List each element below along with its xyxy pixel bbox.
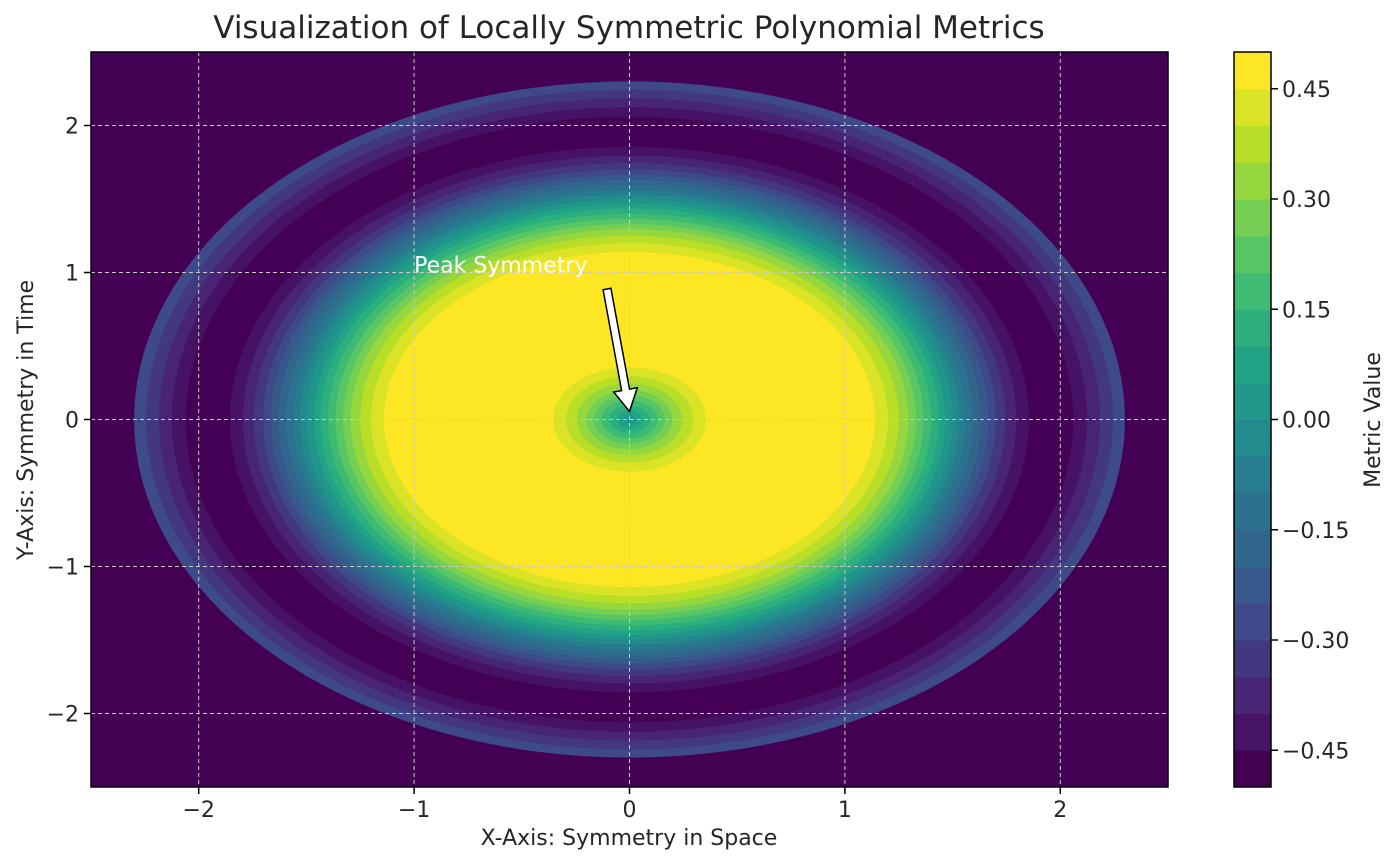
colorbar-swatch — [1234, 125, 1271, 163]
colorbar-swatch — [1234, 235, 1271, 273]
colorbar-swatch — [1234, 309, 1271, 347]
y-tick-label: 1 — [65, 262, 79, 287]
x-tick-label: −2 — [182, 798, 214, 823]
colorbar-tick-label: 0.00 — [1282, 409, 1331, 434]
colorbar-swatch — [1234, 88, 1271, 126]
annotation-arrow — [602, 287, 639, 414]
colorbar-swatch — [1234, 52, 1271, 90]
colorbar-swatch — [1234, 566, 1271, 604]
colorbar-tick-label: 0.30 — [1282, 188, 1331, 213]
colorbar-swatch — [1234, 162, 1271, 200]
grid-lines — [91, 52, 1168, 787]
x-tick-label: 0 — [623, 798, 637, 823]
colorbar-tick-label: −0.45 — [1282, 739, 1349, 764]
colorbar-swatch — [1234, 346, 1271, 384]
colorbar-swatch — [1234, 640, 1271, 678]
colorbar: 0.45 0.30 0.15 0.00 −0.15 −0.30 −0.45 — [1233, 51, 1349, 788]
colorbar-label: Metric Value — [1361, 352, 1386, 488]
colorbar-swatch — [1234, 493, 1271, 531]
colorbar-tick-label: −0.15 — [1282, 519, 1349, 544]
colorbar-swatch — [1234, 750, 1271, 788]
colorbar-swatch — [1234, 529, 1271, 567]
y-tick-label: −2 — [47, 703, 79, 728]
colorbar-swatch — [1234, 456, 1271, 494]
colorbar-tick-label: 0.15 — [1282, 298, 1331, 323]
colorbar-tick-label: −0.30 — [1282, 629, 1349, 654]
y-axis: −2 −1 0 1 2 — [47, 115, 91, 728]
annotation: Peak Symmetry — [414, 254, 639, 414]
y-axis-label: Y-Axis: Symmetry in Time — [14, 280, 39, 561]
x-tick-label: 2 — [1053, 798, 1067, 823]
x-tick-label: −1 — [398, 798, 430, 823]
colorbar-swatch — [1234, 419, 1271, 457]
y-tick-label: 0 — [65, 409, 79, 434]
colorbar-swatch — [1234, 272, 1271, 310]
colorbar-swatch — [1234, 199, 1271, 237]
x-tick-label: 1 — [838, 798, 852, 823]
colorbar-swatch — [1234, 676, 1271, 714]
x-axis: −2 −1 0 1 2 — [182, 787, 1067, 823]
y-tick-label: −1 — [47, 556, 79, 581]
colorbar-swatch — [1234, 603, 1271, 641]
colorbar-tick-label: 0.45 — [1282, 78, 1331, 103]
chart-title: Visualization of Locally Symmetric Polyn… — [213, 10, 1044, 46]
colorbar-swatch — [1234, 382, 1271, 420]
annotation-text: Peak Symmetry — [414, 254, 587, 279]
y-tick-label: 2 — [65, 115, 79, 140]
colorbar-swatch — [1234, 713, 1271, 751]
x-axis-label: X-Axis: Symmetry in Space — [481, 826, 778, 851]
